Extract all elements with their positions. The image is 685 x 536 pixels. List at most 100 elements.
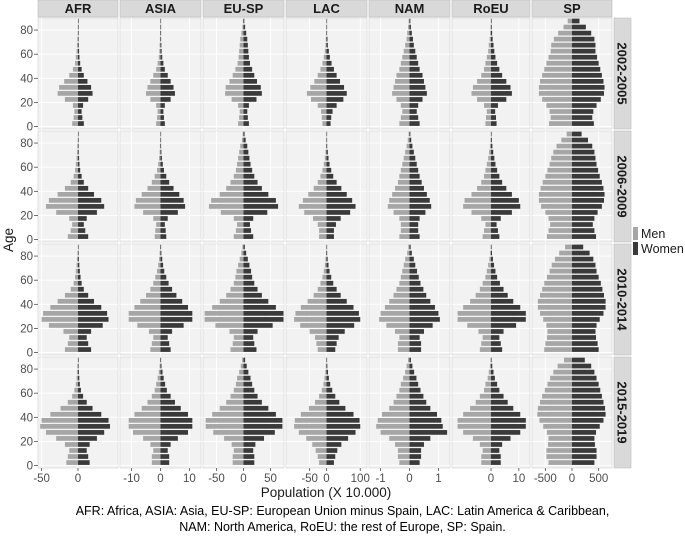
bar-men-asia-2015-2019-50-54 bbox=[147, 399, 161, 405]
bar-women-nam-2006-2009-65-69 bbox=[409, 155, 416, 161]
bar-men-sp-2015-2019-10-14 bbox=[546, 448, 572, 453]
bar-men-eu-sp-2006-2009-15-19 bbox=[233, 216, 244, 221]
bar-men-asia-2010-2014-65-69 bbox=[157, 268, 161, 274]
bar-men-eu-sp-2010-2014-25-29 bbox=[204, 317, 244, 322]
bar-men-eu-sp-2002-2005-20-24 bbox=[231, 97, 244, 102]
bar-men-nam-2010-2014-5-9 bbox=[397, 341, 410, 346]
bar-men-eu-sp-2006-2009-5-9 bbox=[235, 228, 244, 233]
bar-men-nam-2002-2005-40-44 bbox=[396, 72, 410, 78]
column-label-nam: NAM bbox=[395, 1, 425, 16]
bar-men-asia-2002-2005-15-19 bbox=[156, 103, 161, 108]
bar-men-asia-2015-2019-25-29 bbox=[133, 430, 161, 435]
bar-women-sp-2006-2009-80-84 bbox=[572, 137, 588, 143]
bar-women-roeu-2010-2014-30-34 bbox=[491, 311, 526, 316]
bar-women-asia-2006-2009-0-4 bbox=[160, 234, 167, 239]
bar-women-sp-2006-2009-25-29 bbox=[572, 204, 602, 209]
bar-men-lac-2002-2005-20-24 bbox=[310, 97, 327, 102]
bar-women-nam-2015-2019-65-69 bbox=[409, 381, 419, 387]
bar-men-nam-2010-2014-55-59 bbox=[399, 280, 410, 286]
bar-women-nam-2002-2005-60-64 bbox=[409, 48, 416, 54]
bar-men-sp-2015-2019-15-19 bbox=[548, 442, 572, 447]
bar-men-nam-2015-2019-85-89 bbox=[408, 357, 410, 363]
bar-women-asia-2015-2019-25-29 bbox=[160, 430, 188, 435]
y-tick-label: 60 bbox=[20, 388, 33, 400]
bar-men-nam-2015-2019-50-54 bbox=[393, 399, 410, 405]
bar-men-lac-2006-2009-70-74 bbox=[325, 149, 327, 155]
bar-women-eu-sp-2010-2014-70-74 bbox=[243, 262, 250, 268]
bar-women-lac-2015-2019-30-34 bbox=[326, 424, 361, 429]
bar-women-eu-sp-2006-2009-70-74 bbox=[243, 149, 249, 155]
bar-women-nam-2002-2005-70-74 bbox=[409, 36, 413, 42]
bar-women-sp-2015-2019-25-29 bbox=[572, 430, 596, 435]
bar-women-lac-2002-2005-80-84 bbox=[326, 24, 328, 30]
bar-women-nam-2010-2014-20-24 bbox=[409, 323, 433, 328]
bar-women-eu-sp-2006-2009-50-54 bbox=[243, 173, 255, 179]
x-tick-label-afr: -50 bbox=[33, 473, 50, 485]
bar-women-afr-2015-2019-15-19 bbox=[78, 442, 90, 447]
bar-women-sp-2006-2009-85-89 bbox=[572, 131, 582, 137]
bar-women-afr-2010-2014-0-4 bbox=[78, 347, 92, 352]
bar-women-roeu-2006-2009-20-24 bbox=[491, 210, 512, 215]
panel-asia-2010-2014 bbox=[119, 243, 202, 356]
x-tick-label-eu-sp: -50 bbox=[208, 473, 225, 485]
bar-women-roeu-2006-2009-45-49 bbox=[491, 179, 503, 185]
bar-men-afr-2002-2005-70-74 bbox=[77, 36, 78, 42]
bar-men-nam-2006-2009-60-64 bbox=[402, 161, 410, 167]
bar-men-afr-2002-2005-25-29 bbox=[57, 91, 78, 96]
bar-men-lac-2010-2014-0-4 bbox=[317, 347, 327, 352]
legend-label-men: Men bbox=[641, 227, 665, 241]
bar-men-lac-2006-2009-5-9 bbox=[319, 228, 327, 233]
bar-men-eu-sp-2006-2009-85-89 bbox=[242, 131, 244, 137]
bar-men-afr-2006-2009-35-39 bbox=[57, 191, 78, 197]
bar-women-eu-sp-2015-2019-55-59 bbox=[243, 393, 258, 399]
bar-women-asia-2006-2009-70-74 bbox=[160, 149, 162, 155]
bar-women-roeu-2002-2005-20-24 bbox=[491, 97, 507, 102]
bar-women-lac-2015-2019-15-19 bbox=[326, 442, 342, 447]
bar-men-sp-2010-2014-60-64 bbox=[546, 274, 572, 280]
bar-men-sp-2002-2005-20-24 bbox=[542, 97, 572, 102]
bar-men-roeu-2002-2005-5-9 bbox=[485, 115, 491, 120]
bar-women-lac-2015-2019-70-74 bbox=[326, 375, 329, 381]
bar-women-afr-2010-2014-35-39 bbox=[78, 304, 102, 310]
bar-men-afr-2002-2005-15-19 bbox=[72, 103, 78, 108]
bar-men-afr-2006-2009-75-79 bbox=[77, 143, 78, 149]
bar-men-eu-sp-2010-2014-60-64 bbox=[235, 274, 244, 280]
bar-men-asia-2006-2009-35-39 bbox=[141, 191, 161, 197]
bar-women-lac-2015-2019-0-4 bbox=[326, 460, 334, 465]
bar-women-roeu-2002-2005-35-39 bbox=[491, 78, 507, 84]
bar-men-asia-2015-2019-5-9 bbox=[151, 454, 161, 459]
bar-men-nam-2010-2014-50-54 bbox=[396, 286, 410, 292]
bar-men-eu-sp-2002-2005-60-64 bbox=[239, 48, 244, 54]
bar-women-lac-2010-2014-35-39 bbox=[326, 304, 354, 310]
bar-women-sp-2002-2005-15-19 bbox=[572, 103, 597, 108]
bar-men-afr-2015-2019-15-19 bbox=[64, 442, 78, 447]
bar-men-asia-2015-2019-35-39 bbox=[128, 417, 161, 423]
bar-men-afr-2002-2005-60-64 bbox=[76, 48, 78, 54]
bar-women-eu-sp-2002-2005-30-34 bbox=[243, 85, 261, 90]
bar-men-asia-2002-2005-10-14 bbox=[157, 109, 161, 114]
bar-men-eu-sp-2002-2005-25-29 bbox=[225, 91, 244, 96]
bar-women-lac-2006-2009-30-34 bbox=[326, 198, 353, 203]
bar-women-lac-2002-2005-25-29 bbox=[326, 91, 347, 96]
bar-men-nam-2002-2005-5-9 bbox=[400, 115, 410, 120]
bar-women-lac-2002-2005-50-54 bbox=[326, 60, 332, 66]
bar-women-asia-2010-2014-50-54 bbox=[160, 286, 173, 292]
bar-men-lac-2015-2019-35-39 bbox=[294, 417, 327, 423]
bar-men-nam-2006-2009-50-54 bbox=[399, 173, 410, 179]
bar-women-sp-2002-2005-85-89 bbox=[572, 18, 580, 24]
panel-lac-2006-2009 bbox=[285, 130, 368, 243]
bar-men-eu-sp-2002-2005-0-4 bbox=[238, 121, 244, 126]
bar-women-asia-2010-2014-75-79 bbox=[160, 256, 163, 262]
bar-men-eu-sp-2006-2009-80-84 bbox=[241, 137, 244, 143]
bar-men-sp-2010-2014-75-79 bbox=[554, 256, 572, 262]
bar-women-roeu-2010-2014-15-19 bbox=[491, 329, 504, 334]
bar-men-roeu-2015-2019-85-89 bbox=[490, 357, 492, 363]
bar-women-roeu-2015-2019-40-44 bbox=[491, 411, 521, 417]
bar-men-sp-2002-2005-35-39 bbox=[540, 78, 572, 84]
bar-women-eu-sp-2015-2019-0-4 bbox=[243, 460, 255, 465]
bar-men-eu-sp-2015-2019-80-84 bbox=[240, 363, 244, 369]
bar-women-asia-2015-2019-10-14 bbox=[160, 448, 168, 453]
bar-men-sp-2006-2009-80-84 bbox=[561, 137, 572, 143]
